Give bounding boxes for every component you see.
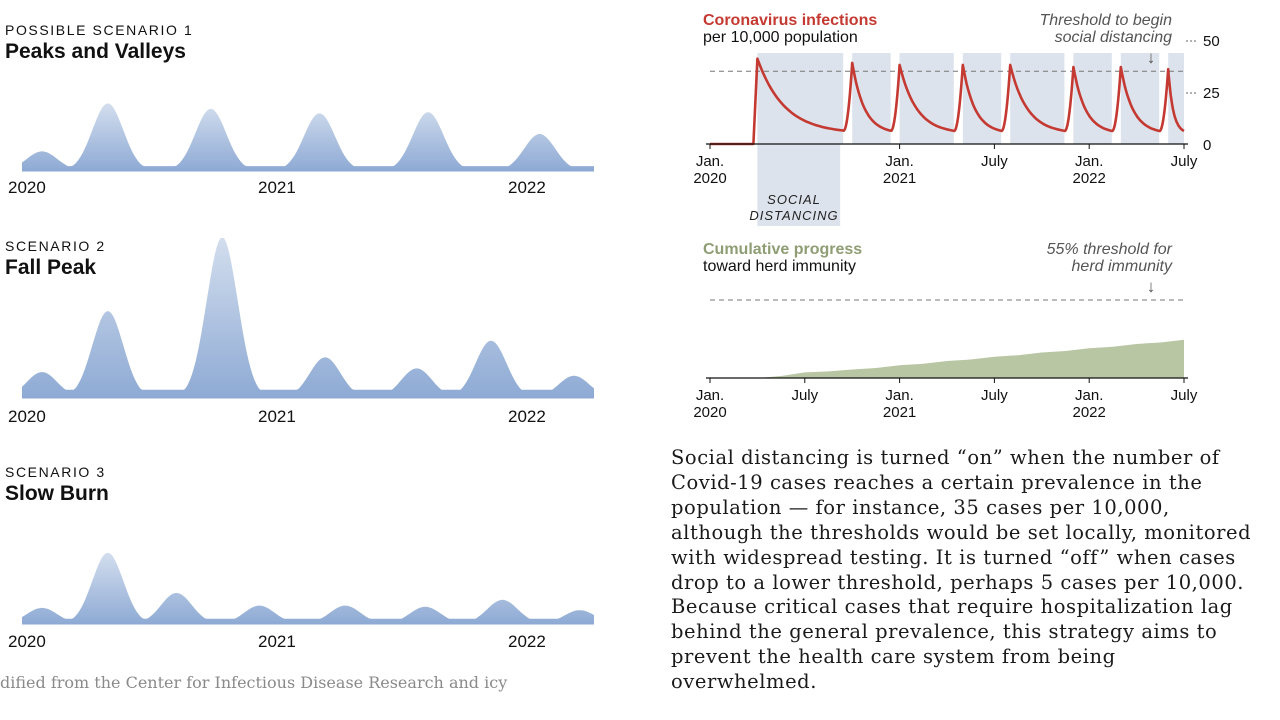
right-charts: Coronavirus infections per 10,000 popula… [693,12,1220,421]
immunity-title: Cumulative progress [703,241,862,258]
scenario-3: SCENARIO 3 Slow Burn 2020 2021 2022 [0,464,610,654]
x-tick-label: Jan. [1075,153,1103,170]
infections-line [710,57,1185,146]
y-tick-25: 25 [1203,85,1220,102]
threshold-note-line1: Threshold to begin [1039,12,1172,29]
immunity-area [757,339,1184,378]
distancing-band-label-bg [757,144,841,226]
scenario-kicker: SCENARIO 3 [5,464,106,480]
immunity-chart: Cumulative progress toward herd immunity… [693,241,1198,421]
x-tick-label: Jan. [696,153,724,170]
year-label-2020: 2020 [8,407,46,426]
scenario-1: POSSIBLE SCENARIO 1 Peaks and Valleys 20… [0,22,610,202]
x-tick-label: Jan. [885,153,913,170]
x-tick-year: 2020 [693,404,726,421]
source-note: dified from the Center for Infectious Di… [0,673,508,692]
x-tick-year: 2021 [883,170,916,187]
y-tick-50: 50 [1203,33,1220,50]
threshold-arrow: ↓ [1147,48,1156,67]
distancing-band [852,53,891,144]
infections-subtitle: per 10,000 population [703,29,858,46]
year-label-2021: 2021 [258,407,296,426]
infections-chart: Coronavirus infections per 10,000 popula… [693,12,1220,226]
herd-arrow: ↓ [1147,277,1156,296]
sd-label-line2: DISTANCING [749,208,838,223]
scenario-area [22,552,594,624]
year-label-2021: 2021 [258,178,296,197]
year-label-2020: 2020 [8,178,46,197]
x-tick-label: July [791,387,818,404]
x-tick-label: July [981,387,1008,404]
x-tick-label: Jan. [696,387,724,404]
x-tick-label: Jan. [885,387,913,404]
infections-title: Coronavirus infections [703,12,877,29]
x-tick-label: July [1171,153,1198,170]
scenario-2: SCENARIO 2 Fall Peak 2020 2021 2022 [0,238,610,428]
x-tick-year: 2022 [1073,170,1106,187]
threshold-note-line2: social distancing [1055,29,1173,46]
year-label-2022: 2022 [508,178,546,197]
x-tick-label: July [981,153,1008,170]
scenario-area-chart [22,103,594,172]
x-tick-year: 2020 [693,170,726,187]
explanation-paragraph: Social distancing is turned “on” when th… [671,446,1252,694]
distancing-bands [757,53,1184,226]
scenario-kicker: POSSIBLE SCENARIO 1 [5,22,194,38]
x-tick-year: 2021 [883,404,916,421]
herd-note-line2: herd immunity [1072,258,1173,275]
year-label-2022: 2022 [508,632,546,651]
distancing-band [757,53,844,144]
scenario-title: Peaks and Valleys [5,40,186,63]
x-tick-label: July [1171,387,1198,404]
x-tick-label: Jan. [1075,387,1103,404]
scenario-area [22,103,594,171]
year-label-2022: 2022 [508,407,546,426]
scenario-title: Fall Peak [5,256,97,279]
x-tick-year: 2022 [1073,404,1106,421]
scenario-area-chart [22,238,594,399]
year-label-2021: 2021 [258,632,296,651]
herd-note-line1: 55% threshold for [1047,241,1173,258]
scenario-area-chart [22,552,594,625]
y-tick-0: 0 [1203,137,1211,154]
distancing-band [1168,53,1184,144]
scenario-kicker: SCENARIO 2 [5,238,106,254]
year-label-2020: 2020 [8,632,46,651]
immunity-subtitle: toward herd immunity [703,258,856,275]
scenario-title: Slow Burn [5,482,109,505]
sd-label-line1: SOCIAL [767,192,821,207]
